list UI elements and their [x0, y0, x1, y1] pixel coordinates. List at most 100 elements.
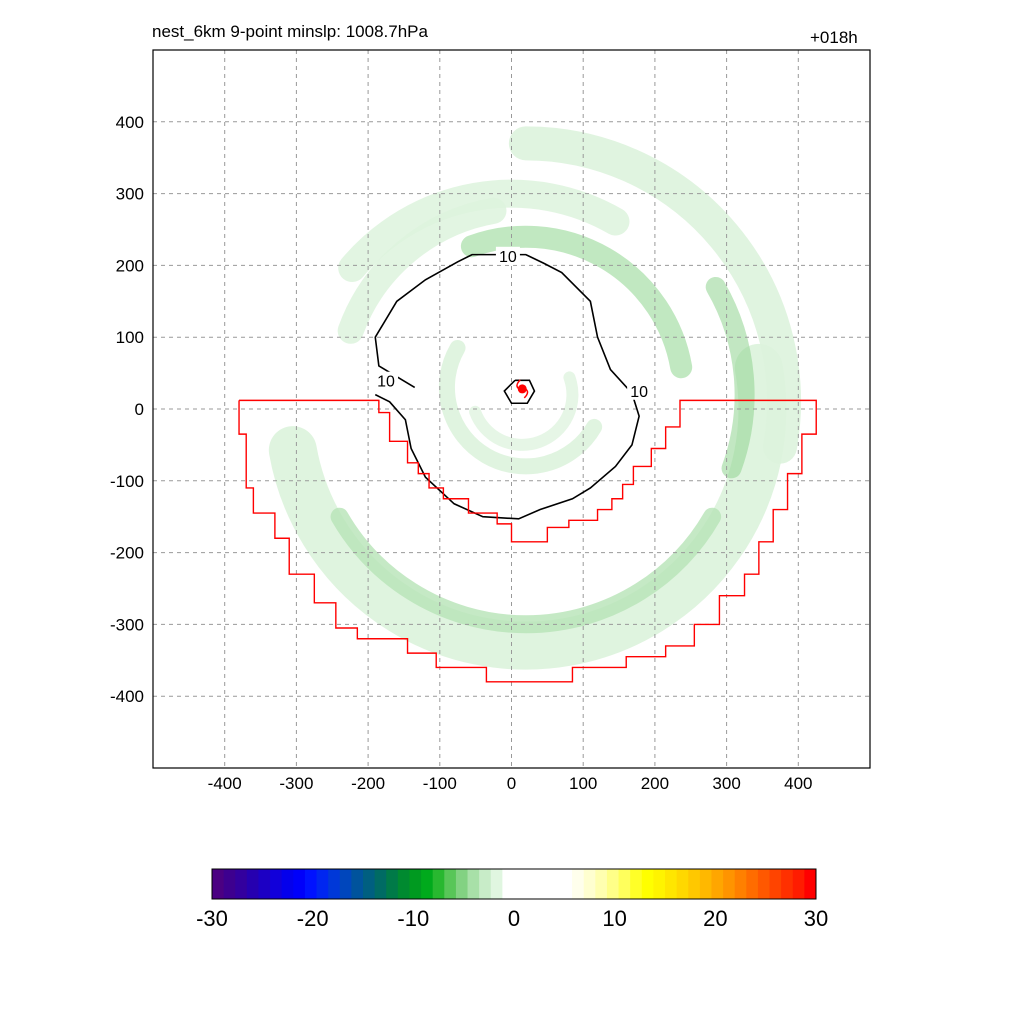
y-tick-label: -100	[110, 472, 144, 491]
colorbar-swatch	[583, 869, 596, 899]
x-tick-label: -100	[423, 774, 457, 793]
colorbar-swatch	[746, 869, 759, 899]
y-tick-label: -200	[110, 544, 144, 563]
colorbar-swatch	[606, 869, 620, 899]
colorbar-tick-label: -20	[297, 906, 329, 931]
colorbar-swatch	[316, 869, 329, 899]
rainband	[438, 339, 603, 475]
forecast-hour-label: +018h	[810, 28, 858, 47]
overlay-layer: 10 10 10	[238, 246, 817, 683]
rainband	[337, 197, 507, 344]
precipitation-field	[268, 126, 801, 670]
colorbar-swatch	[444, 869, 457, 899]
y-tick-label: 300	[116, 185, 144, 204]
colorbar-swatch	[548, 869, 561, 899]
colorbar-swatch	[351, 869, 364, 899]
colorbar-frame	[211, 868, 817, 900]
colorbar-swatch	[711, 869, 724, 899]
x-tick-label: 0	[507, 774, 516, 793]
colorbar-swatch	[304, 869, 318, 899]
colorbar-swatch	[618, 869, 631, 899]
y-tick-label: 400	[116, 113, 144, 132]
colorbar-swatch	[293, 869, 306, 899]
contour-label-bg	[627, 381, 652, 400]
colorbar-swatch	[804, 869, 817, 899]
colorbar-swatch	[246, 869, 259, 899]
rainband	[330, 507, 722, 634]
colorbar-swatch	[560, 869, 573, 899]
colorbar-swatch	[281, 869, 294, 899]
grid-lines	[153, 50, 870, 768]
colorbar: -30 -20 -10 0 10 20 30	[196, 868, 828, 931]
colorbar-swatch	[328, 869, 341, 899]
storm-center-marker	[517, 384, 527, 394]
rainband	[469, 371, 579, 451]
colorbar-swatch	[455, 869, 469, 899]
chart-title: nest_6km 9-point minslp: 1008.7hPa	[152, 22, 428, 41]
colorbar-swatch	[630, 869, 643, 899]
rainband	[460, 225, 693, 379]
colorbar-swatch	[223, 869, 236, 899]
colorbar-swatch	[409, 869, 422, 899]
contour-label: 10	[499, 249, 517, 266]
contour-label-bg	[374, 371, 399, 390]
rainband	[268, 343, 787, 670]
colorbar-tick-label: 0	[508, 906, 520, 931]
colorbar-swatch	[723, 869, 736, 899]
x-tick-label: 300	[712, 774, 740, 793]
colorbar-swatch	[397, 869, 410, 899]
colorbar-swatch	[537, 869, 550, 899]
contour-label: 10	[630, 384, 648, 401]
x-tick-label: 100	[569, 774, 597, 793]
colorbar-swatch	[665, 869, 678, 899]
contour-label: 10	[377, 374, 395, 391]
colorbar-swatch	[363, 869, 376, 899]
x-tick-label: -300	[279, 774, 313, 793]
rainband	[508, 126, 801, 464]
colorbar-swatch	[734, 869, 747, 899]
colorbar-swatch	[432, 869, 445, 899]
y-tick-label: 200	[116, 256, 144, 275]
storm-symbol-arm	[516, 379, 521, 390]
colorbar-tick-label: 20	[703, 906, 727, 931]
colorbar-swatch	[421, 869, 434, 899]
x-tick-label: 400	[784, 774, 812, 793]
colorbar-swatch	[676, 869, 689, 899]
colorbar-swatch	[688, 869, 701, 899]
colorbar-swatch	[699, 869, 712, 899]
colorbar-swatch	[235, 869, 248, 899]
axis-ticks: -400 -300 -200 -100 0 100 200 300 400-400-300-20…	[110, 113, 813, 793]
colorbar-swatch	[270, 869, 283, 899]
colorbar-swatch	[467, 869, 480, 899]
y-tick-label: -300	[110, 615, 144, 634]
colorbar-swatch	[514, 869, 527, 899]
colorbar-swatch	[653, 869, 666, 899]
center-contour	[503, 379, 536, 405]
x-tick-label: 200	[641, 774, 669, 793]
colorbar-swatch	[339, 869, 352, 899]
y-tick-label: 0	[135, 400, 144, 419]
plot-frame	[152, 49, 871, 769]
colorbar-swatch	[258, 869, 271, 899]
y-tick-label: -400	[110, 687, 144, 706]
colorbar-swatch	[641, 869, 654, 899]
colorbar-tick-label: -10	[397, 906, 429, 931]
contour-label-bg	[495, 246, 520, 265]
x-tick-label: -200	[351, 774, 385, 793]
colorbar-tick-label: 10	[602, 906, 626, 931]
colorbar-swatch	[212, 869, 225, 899]
colorbar-tick-label: -30	[196, 906, 228, 931]
storm-symbol-arm	[523, 388, 529, 399]
colorbar-swatch	[525, 869, 538, 899]
colorbar-swatch	[595, 869, 608, 899]
colorbar-swatch	[769, 869, 782, 899]
y-tick-label: 100	[116, 328, 144, 347]
colorbar-swatch	[757, 869, 771, 899]
colorbar-swatch	[386, 869, 399, 899]
colorbar-swatch	[490, 869, 503, 899]
region-outline	[238, 399, 817, 683]
colorbar-swatch	[479, 869, 492, 899]
colorbar-tick-label: 30	[804, 906, 828, 931]
